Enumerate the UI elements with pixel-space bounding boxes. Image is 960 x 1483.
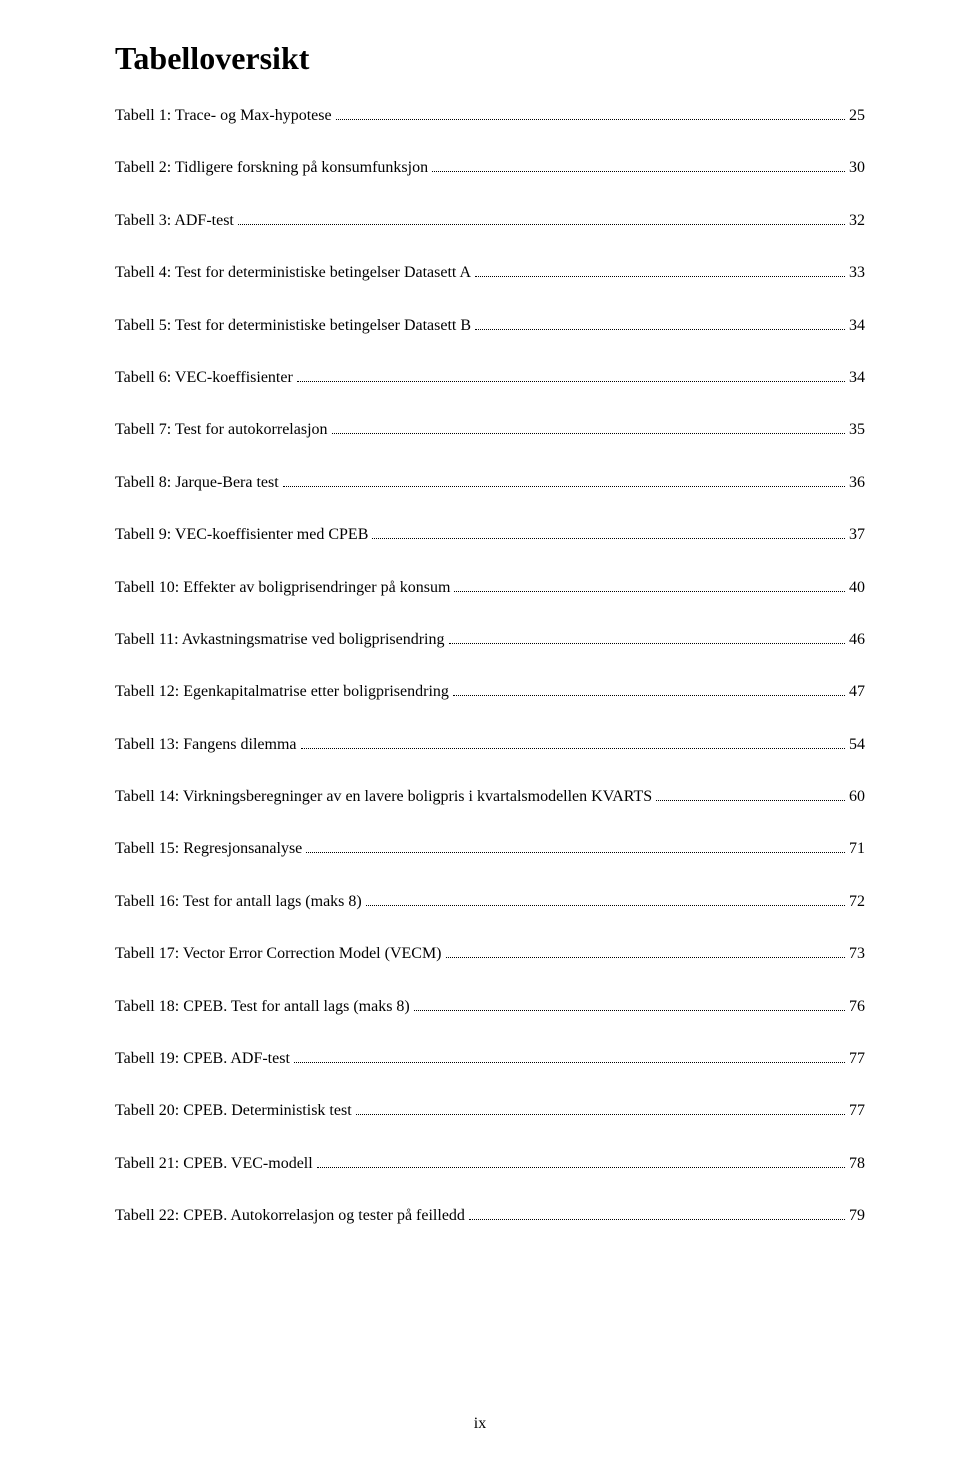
toc-entry-page: 79 xyxy=(849,1205,865,1227)
toc-entry: Tabell 5: Test for deterministiske betin… xyxy=(115,315,865,337)
toc-dots xyxy=(469,1219,845,1220)
toc-entry-label: Tabell 8: Jarque-Bera test xyxy=(115,472,279,494)
toc-entry-page: 78 xyxy=(849,1153,865,1175)
toc-dots xyxy=(356,1114,845,1115)
toc-entry-label: Tabell 12: Egenkapitalmatrise etter boli… xyxy=(115,681,449,703)
toc-entry-page: 37 xyxy=(849,524,865,546)
toc-entry-label: Tabell 3: ADF-test xyxy=(115,210,234,232)
toc-dots xyxy=(306,852,845,853)
toc-entry-label: Tabell 5: Test for deterministiske betin… xyxy=(115,315,471,337)
toc-dots xyxy=(294,1062,845,1063)
toc-entry: Tabell 22: CPEB. Autokorrelasjon og test… xyxy=(115,1205,865,1227)
toc-entry-page: 34 xyxy=(849,367,865,389)
toc-entry-page: 34 xyxy=(849,315,865,337)
toc-dots xyxy=(366,905,845,906)
toc-entry-page: 60 xyxy=(849,786,865,808)
toc-entry: Tabell 15: Regresjonsanalyse 71 xyxy=(115,838,865,860)
toc-entry: Tabell 11: Avkastningsmatrise ved boligp… xyxy=(115,629,865,651)
toc-entry: Tabell 21: CPEB. VEC-modell 78 xyxy=(115,1153,865,1175)
toc-entry: Tabell 18: CPEB. Test for antall lags (m… xyxy=(115,996,865,1018)
toc-entry: Tabell 2: Tidligere forskning på konsumf… xyxy=(115,157,865,179)
toc-entry-label: Tabell 2: Tidligere forskning på konsumf… xyxy=(115,157,428,179)
toc-entry: Tabell 9: VEC-koeffisienter med CPEB 37 xyxy=(115,524,865,546)
toc-dots xyxy=(297,381,845,382)
toc-entry: Tabell 12: Egenkapitalmatrise etter boli… xyxy=(115,681,865,703)
toc-entry-label: Tabell 14: Virkningsberegninger av en la… xyxy=(115,786,652,808)
toc-entry-label: Tabell 19: CPEB. ADF-test xyxy=(115,1048,290,1070)
toc-dots xyxy=(414,1010,845,1011)
toc-entry: Tabell 20: CPEB. Deterministisk test 77 xyxy=(115,1100,865,1122)
toc-dots xyxy=(432,171,845,172)
toc-entry-label: Tabell 7: Test for autokorrelasjon xyxy=(115,419,328,441)
toc-entry: Tabell 14: Virkningsberegninger av en la… xyxy=(115,786,865,808)
toc-entry: Tabell 8: Jarque-Bera test 36 xyxy=(115,472,865,494)
toc-list: Tabell 1: Trace- og Max-hypotese25Tabell… xyxy=(115,105,865,1228)
toc-dots xyxy=(238,224,845,225)
toc-entry-page: 25 xyxy=(849,105,865,127)
toc-entry-label: Tabell 13: Fangens dilemma xyxy=(115,734,297,756)
toc-dots xyxy=(332,433,845,434)
toc-dots xyxy=(446,957,846,958)
toc-dots xyxy=(453,695,845,696)
toc-entry-page: 76 xyxy=(849,996,865,1018)
toc-dots xyxy=(283,486,845,487)
toc-dots xyxy=(336,119,845,120)
toc-entry-label: Tabell 11: Avkastningsmatrise ved boligp… xyxy=(115,629,445,651)
toc-dots xyxy=(317,1167,845,1168)
toc-entry: Tabell 16: Test for antall lags (maks 8)… xyxy=(115,891,865,913)
toc-entry: Tabell 3: ADF-test 32 xyxy=(115,210,865,232)
toc-entry: Tabell 17: Vector Error Correction Model… xyxy=(115,943,865,965)
toc-entry-page: 77 xyxy=(849,1048,865,1070)
page-title: Tabelloversikt xyxy=(115,40,865,77)
toc-entry-page: 46 xyxy=(849,629,865,651)
toc-entry-page: 36 xyxy=(849,472,865,494)
toc-entry-page: 32 xyxy=(849,210,865,232)
toc-dots xyxy=(449,643,846,644)
toc-entry-page: 47 xyxy=(849,681,865,703)
toc-entry: Tabell 1: Trace- og Max-hypotese 25 xyxy=(115,105,865,127)
toc-dots xyxy=(454,591,845,592)
page-number: ix xyxy=(0,1415,960,1433)
toc-entry: Tabell 4: Test for deterministiske betin… xyxy=(115,262,865,284)
toc-entry-label: Tabell 15: Regresjonsanalyse xyxy=(115,838,302,860)
toc-entry-page: 54 xyxy=(849,734,865,756)
toc-entry: Tabell 10: Effekter av boligprisendringe… xyxy=(115,577,865,599)
toc-entry-label: Tabell 6: VEC-koeffisienter xyxy=(115,367,293,389)
toc-entry-label: Tabell 16: Test for antall lags (maks 8) xyxy=(115,891,362,913)
toc-entry-label: Tabell 21: CPEB. VEC-modell xyxy=(115,1153,313,1175)
toc-entry-page: 40 xyxy=(849,577,865,599)
toc-entry-label: Tabell 22: CPEB. Autokorrelasjon og test… xyxy=(115,1205,465,1227)
toc-entry-label: Tabell 4: Test for deterministiske betin… xyxy=(115,262,471,284)
toc-entry-label: Tabell 20: CPEB. Deterministisk test xyxy=(115,1100,352,1122)
toc-entry-page: 30 xyxy=(849,157,865,179)
toc-entry-label: Tabell 9: VEC-koeffisienter med CPEB xyxy=(115,524,368,546)
toc-entry: Tabell 7: Test for autokorrelasjon 35 xyxy=(115,419,865,441)
toc-entry: Tabell 6: VEC-koeffisienter 34 xyxy=(115,367,865,389)
toc-entry: Tabell 19: CPEB. ADF-test 77 xyxy=(115,1048,865,1070)
toc-entry-label: Tabell 18: CPEB. Test for antall lags (m… xyxy=(115,996,410,1018)
toc-entry-page: 72 xyxy=(849,891,865,913)
toc-entry-page: 35 xyxy=(849,419,865,441)
toc-dots xyxy=(372,538,845,539)
toc-entry-page: 73 xyxy=(849,943,865,965)
toc-dots xyxy=(656,800,845,801)
toc-entry: Tabell 13: Fangens dilemma 54 xyxy=(115,734,865,756)
toc-entry-label: Tabell 17: Vector Error Correction Model… xyxy=(115,943,442,965)
toc-entry-page: 77 xyxy=(849,1100,865,1122)
toc-dots xyxy=(475,276,845,277)
toc-entry-label: Tabell 1: Trace- og Max-hypotese xyxy=(115,105,332,127)
toc-dots xyxy=(475,329,845,330)
toc-entry-page: 33 xyxy=(849,262,865,284)
toc-dots xyxy=(301,748,845,749)
toc-entry-label: Tabell 10: Effekter av boligprisendringe… xyxy=(115,577,450,599)
toc-entry-page: 71 xyxy=(849,838,865,860)
